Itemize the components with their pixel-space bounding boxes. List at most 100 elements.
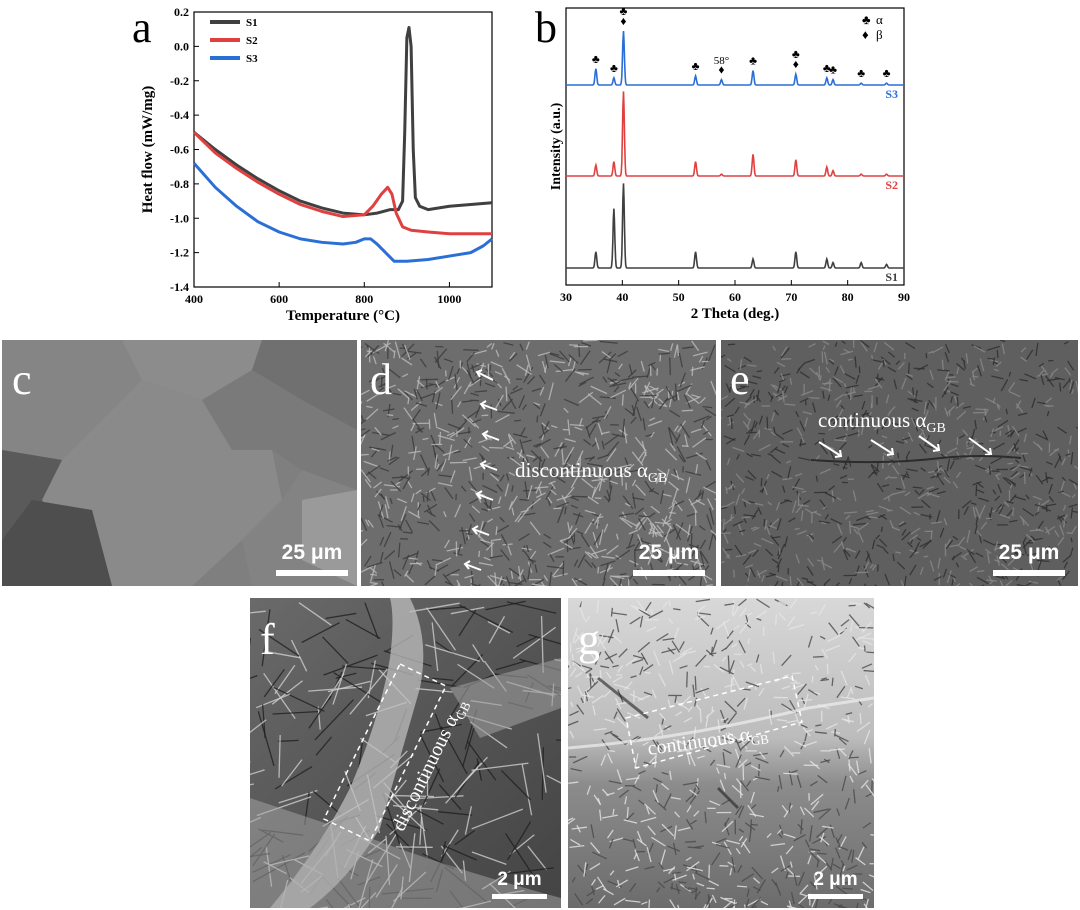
panel-f-scale-line (492, 894, 547, 899)
panel-e-scale-label: 25 μm (998, 541, 1060, 564)
panel-f-dashed-box (322, 663, 448, 842)
peak-marker: ♦ (620, 14, 626, 28)
panel-d-letter: d (370, 355, 392, 404)
panel-f-scalebar: 2 μm (492, 870, 547, 899)
legend-label: S2 (246, 35, 258, 47)
x-tick-label: 1000 (437, 292, 461, 306)
panel-d-label: discontinuous αGB (515, 458, 667, 487)
x-tick-label: 30 (560, 290, 572, 304)
panel-c-micrograph (2, 340, 357, 586)
arrow-icon (918, 435, 941, 452)
panel-c-grains (2, 340, 357, 586)
panel-g-scale-line (808, 894, 863, 899)
y-tick-label: -1.4 (170, 280, 189, 294)
x-tick-label: 70 (785, 290, 797, 304)
y-tick-label: 0.2 (174, 5, 189, 19)
y-tick-label: -1.2 (170, 246, 189, 260)
panel-f-letter: f (260, 615, 275, 664)
annotation-58deg: 58° (714, 55, 729, 67)
panel-g-scalebar: 2 μm (808, 870, 863, 899)
y-tick-label: -0.2 (170, 74, 189, 88)
legend-label: α (876, 12, 883, 27)
panel-c-scale-line (276, 570, 348, 576)
arrow-icon (475, 490, 494, 501)
series-label-s2: S2 (885, 178, 898, 192)
arrow-icon (479, 400, 498, 411)
panel-e-label-sub: GB (926, 421, 946, 437)
panel-g-letter: g (578, 615, 600, 664)
peak-marker: ♣ (857, 66, 865, 80)
peak-marker: ♣ (829, 63, 837, 77)
x-axis-label: Temperature (°C) (286, 308, 400, 324)
y-axis-label: Intensity (a.u.) (549, 102, 564, 190)
y-tick-label: 0.0 (174, 39, 189, 53)
y-tick-label: -0.6 (170, 143, 189, 157)
series-line-s2 (566, 91, 904, 177)
x-tick-label: 50 (673, 290, 685, 304)
x-tick-label: 800 (355, 292, 373, 306)
panel-e-letter: e (730, 355, 750, 404)
x-tick-label: 600 (270, 292, 288, 306)
panel-c-letter: c (12, 355, 32, 404)
panel-e-scale-line (993, 570, 1065, 576)
panel-g-dashed-box (625, 675, 803, 769)
panel-d-scale-line (633, 570, 705, 576)
arrow-icon (481, 430, 500, 441)
panel-e-label-main: continuous α (818, 408, 927, 432)
peak-marker: ♦ (718, 63, 724, 77)
panel-f-micrograph (250, 598, 561, 908)
arrow-icon (870, 439, 895, 456)
panel-d-arrows (463, 369, 500, 571)
series-line-s1 (566, 183, 904, 269)
arrow-icon (471, 525, 490, 536)
x-tick-label: 80 (842, 290, 854, 304)
panel-d-scalebar: 25 μm (633, 542, 705, 576)
panel-f-texture (250, 598, 561, 908)
legend-label: S1 (246, 17, 258, 29)
y-axis-label: Heat flow (mW/mg) (140, 86, 156, 213)
y-tick-label: -0.8 (170, 177, 189, 191)
series-line-s2 (192, 131, 492, 236)
arrow-icon (475, 369, 494, 381)
panel-d-lath-texture (361, 340, 716, 586)
panel-d-scale-label: 25 μm (638, 541, 700, 564)
plot-frame (193, 11, 493, 288)
arrow-icon (968, 437, 993, 456)
x-tick-label: 60 (729, 290, 741, 304)
peak-marker: ♣ (883, 66, 891, 80)
panel-g-scale-label: 2 μm (813, 869, 858, 890)
peak-marker: ♣ (749, 54, 757, 68)
x-tick-label: 40 (616, 290, 628, 304)
y-tick-label: -0.4 (170, 108, 189, 122)
series-line-s3 (566, 30, 904, 86)
x-tick-label: 400 (185, 292, 203, 306)
panel-e-label: continuous αGB (818, 408, 946, 437)
x-axis-label: 2 Theta (deg.) (691, 306, 779, 322)
panel-e-micrograph (721, 340, 1078, 586)
plot-frame (565, 7, 905, 286)
panel-e-arrows (810, 435, 1022, 464)
peak-marker: ♣ (692, 59, 700, 73)
legend-label: S3 (246, 53, 258, 65)
series-line-s3 (192, 162, 493, 263)
arrow-icon (479, 460, 498, 471)
panel-a-chart: -1.4 -1.2 -1.0 -0.8 -0.6 -0.4 -0.2 0.0 0.2 400 600… (140, 5, 493, 324)
panel-d-micrograph (361, 340, 716, 586)
series-label-s3: S3 (885, 87, 898, 101)
panel-b-chart: 30 40 50 60 70 80 90 2 Theta (deg.) Intensity (a… (549, 4, 910, 322)
panel-c-scalebar: 25 μm (276, 542, 348, 576)
panel-g-texture (568, 598, 874, 908)
panel-e-scalebar: 25 μm (993, 542, 1065, 576)
panel-f-scale-label: 2 μm (497, 869, 542, 890)
arrow-icon (818, 441, 843, 458)
peak-marker: ♣ (610, 61, 618, 75)
panel-a-letter: a (132, 3, 152, 52)
legend-label: β (876, 27, 883, 42)
peak-marker: ♦ (793, 57, 799, 71)
series-line-s1 (193, 25, 493, 217)
peak-marker: ♣ (792, 47, 800, 61)
peak-marker: ♣ (592, 52, 600, 66)
panel-b-letter: b (535, 3, 557, 52)
legend-symbol: ♦ (862, 27, 869, 42)
panel-g-label-sub: GB (749, 731, 770, 749)
